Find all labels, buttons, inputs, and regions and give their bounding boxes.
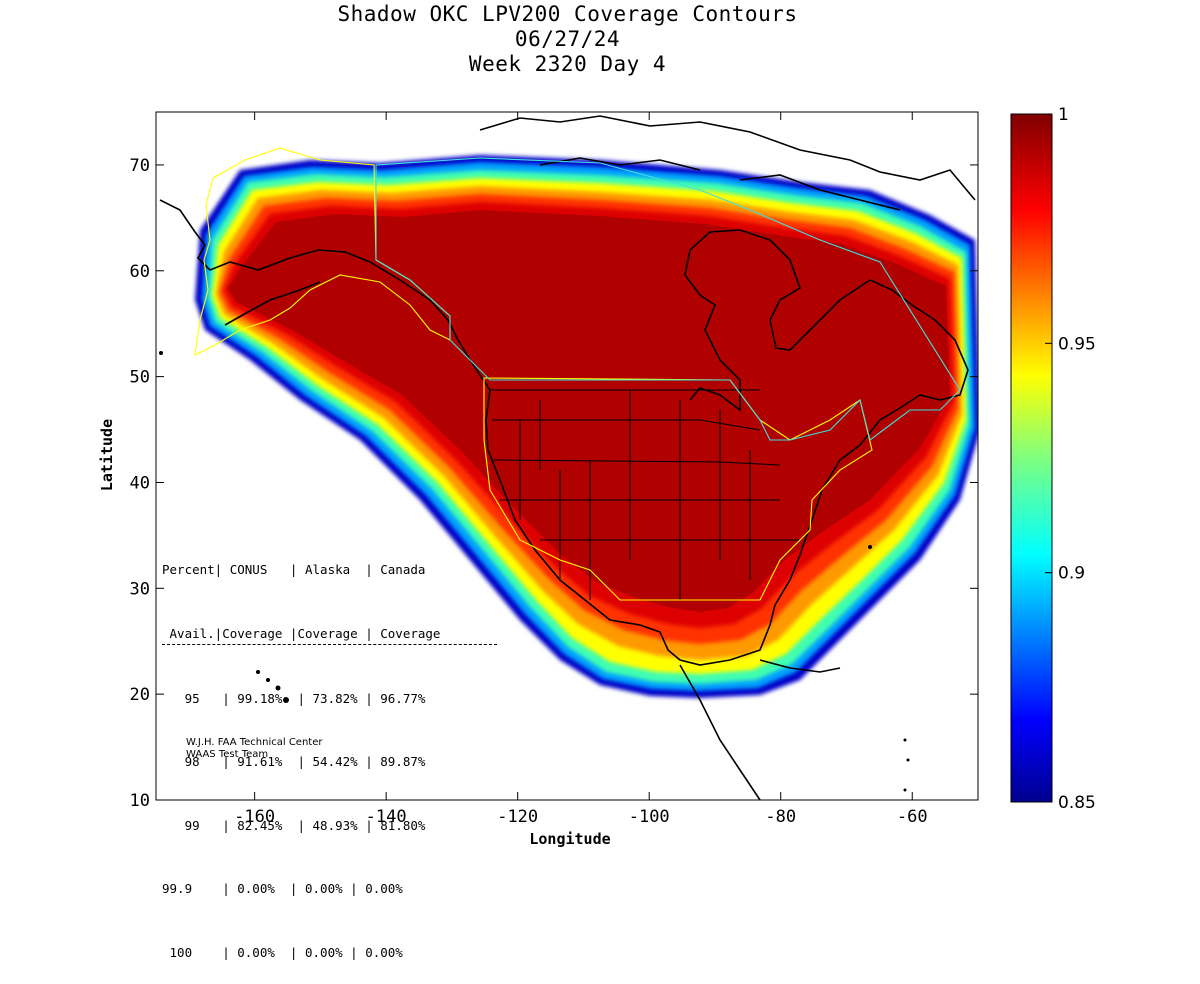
- table-header-2: Avail.|Coverage |Coverage | Coverage: [162, 623, 497, 646]
- y-axis-label: Latitude: [98, 419, 116, 491]
- table-row: 100 | 0.00% | 0.00% | 0.00%: [162, 945, 403, 961]
- coverage-map: -160 -140 -120 -100 -80 -60 70 60 50 40 30 20 10 Lo…: [98, 105, 1096, 848]
- colorbar-ticks: 1 0.95 0.9 0.85: [1045, 105, 1096, 813]
- region-boundaries: [194, 147, 961, 601]
- y-tick-label: 40: [130, 473, 150, 493]
- colorbar-tick-label: 0.95: [1058, 334, 1096, 354]
- islands: [159, 351, 910, 792]
- x-tick-label: -160: [234, 807, 275, 827]
- x-tick-label: -60: [897, 807, 928, 827]
- credit-text: W.J.H. FAA Technical Center WAAS Test Te…: [186, 737, 322, 761]
- y-tick-label: 20: [130, 685, 150, 705]
- colorbar-tick-label: 0.9: [1058, 564, 1085, 584]
- y-tick-label: 60: [130, 262, 150, 282]
- x-tick-label: -80: [765, 807, 796, 827]
- table-header-1: Percent| CONUS | Alaska | Canada: [162, 562, 426, 578]
- title-line-1: Shadow OKC LPV200 Coverage Contours: [337, 2, 798, 26]
- contour-1.0: [228, 210, 950, 612]
- plot-frame: [155, 111, 979, 801]
- credit-line-2: WAAS Test Team: [186, 749, 269, 760]
- colorbar-tick-label: 0.85: [1058, 793, 1096, 813]
- x-axis-label: Longitude: [529, 830, 610, 848]
- y-tick-label: 70: [130, 156, 150, 176]
- coastlines: [159, 115, 976, 800]
- table-row: 99 | 82.45% | 48.93% | 81.80%: [162, 817, 426, 833]
- credit-line-1: W.J.H. FAA Technical Center: [186, 737, 323, 748]
- state-borders: [490, 389, 800, 600]
- y-tick-label: 10: [130, 791, 150, 811]
- colorbar-tick-label: 1: [1058, 105, 1069, 125]
- x-tick-label: -120: [497, 807, 538, 827]
- table-row: 99.9 | 0.00% | 0.00% | 0.00%: [162, 881, 403, 897]
- table-row: 98 | 91.61% | 54.42% | 89.87%: [162, 754, 426, 770]
- colorbar: [1010, 113, 1053, 803]
- coverage-contours: [195, 155, 978, 698]
- x-tick-label: -100: [629, 807, 670, 827]
- y-axis: 70 60 50 40 30 20 10: [130, 156, 978, 811]
- title-line-3: Week 2320 Day 4: [468, 52, 667, 76]
- x-axis: -160 -140 -120 -100 -80 -60: [234, 112, 928, 827]
- table-row: 95 | 99.18% | 73.82% | 96.77%: [162, 690, 426, 706]
- y-tick-label: 30: [130, 579, 150, 599]
- y-tick-label: 50: [130, 368, 150, 388]
- x-tick-label: -140: [366, 807, 407, 827]
- title-line-2: 06/27/24: [514, 27, 621, 51]
